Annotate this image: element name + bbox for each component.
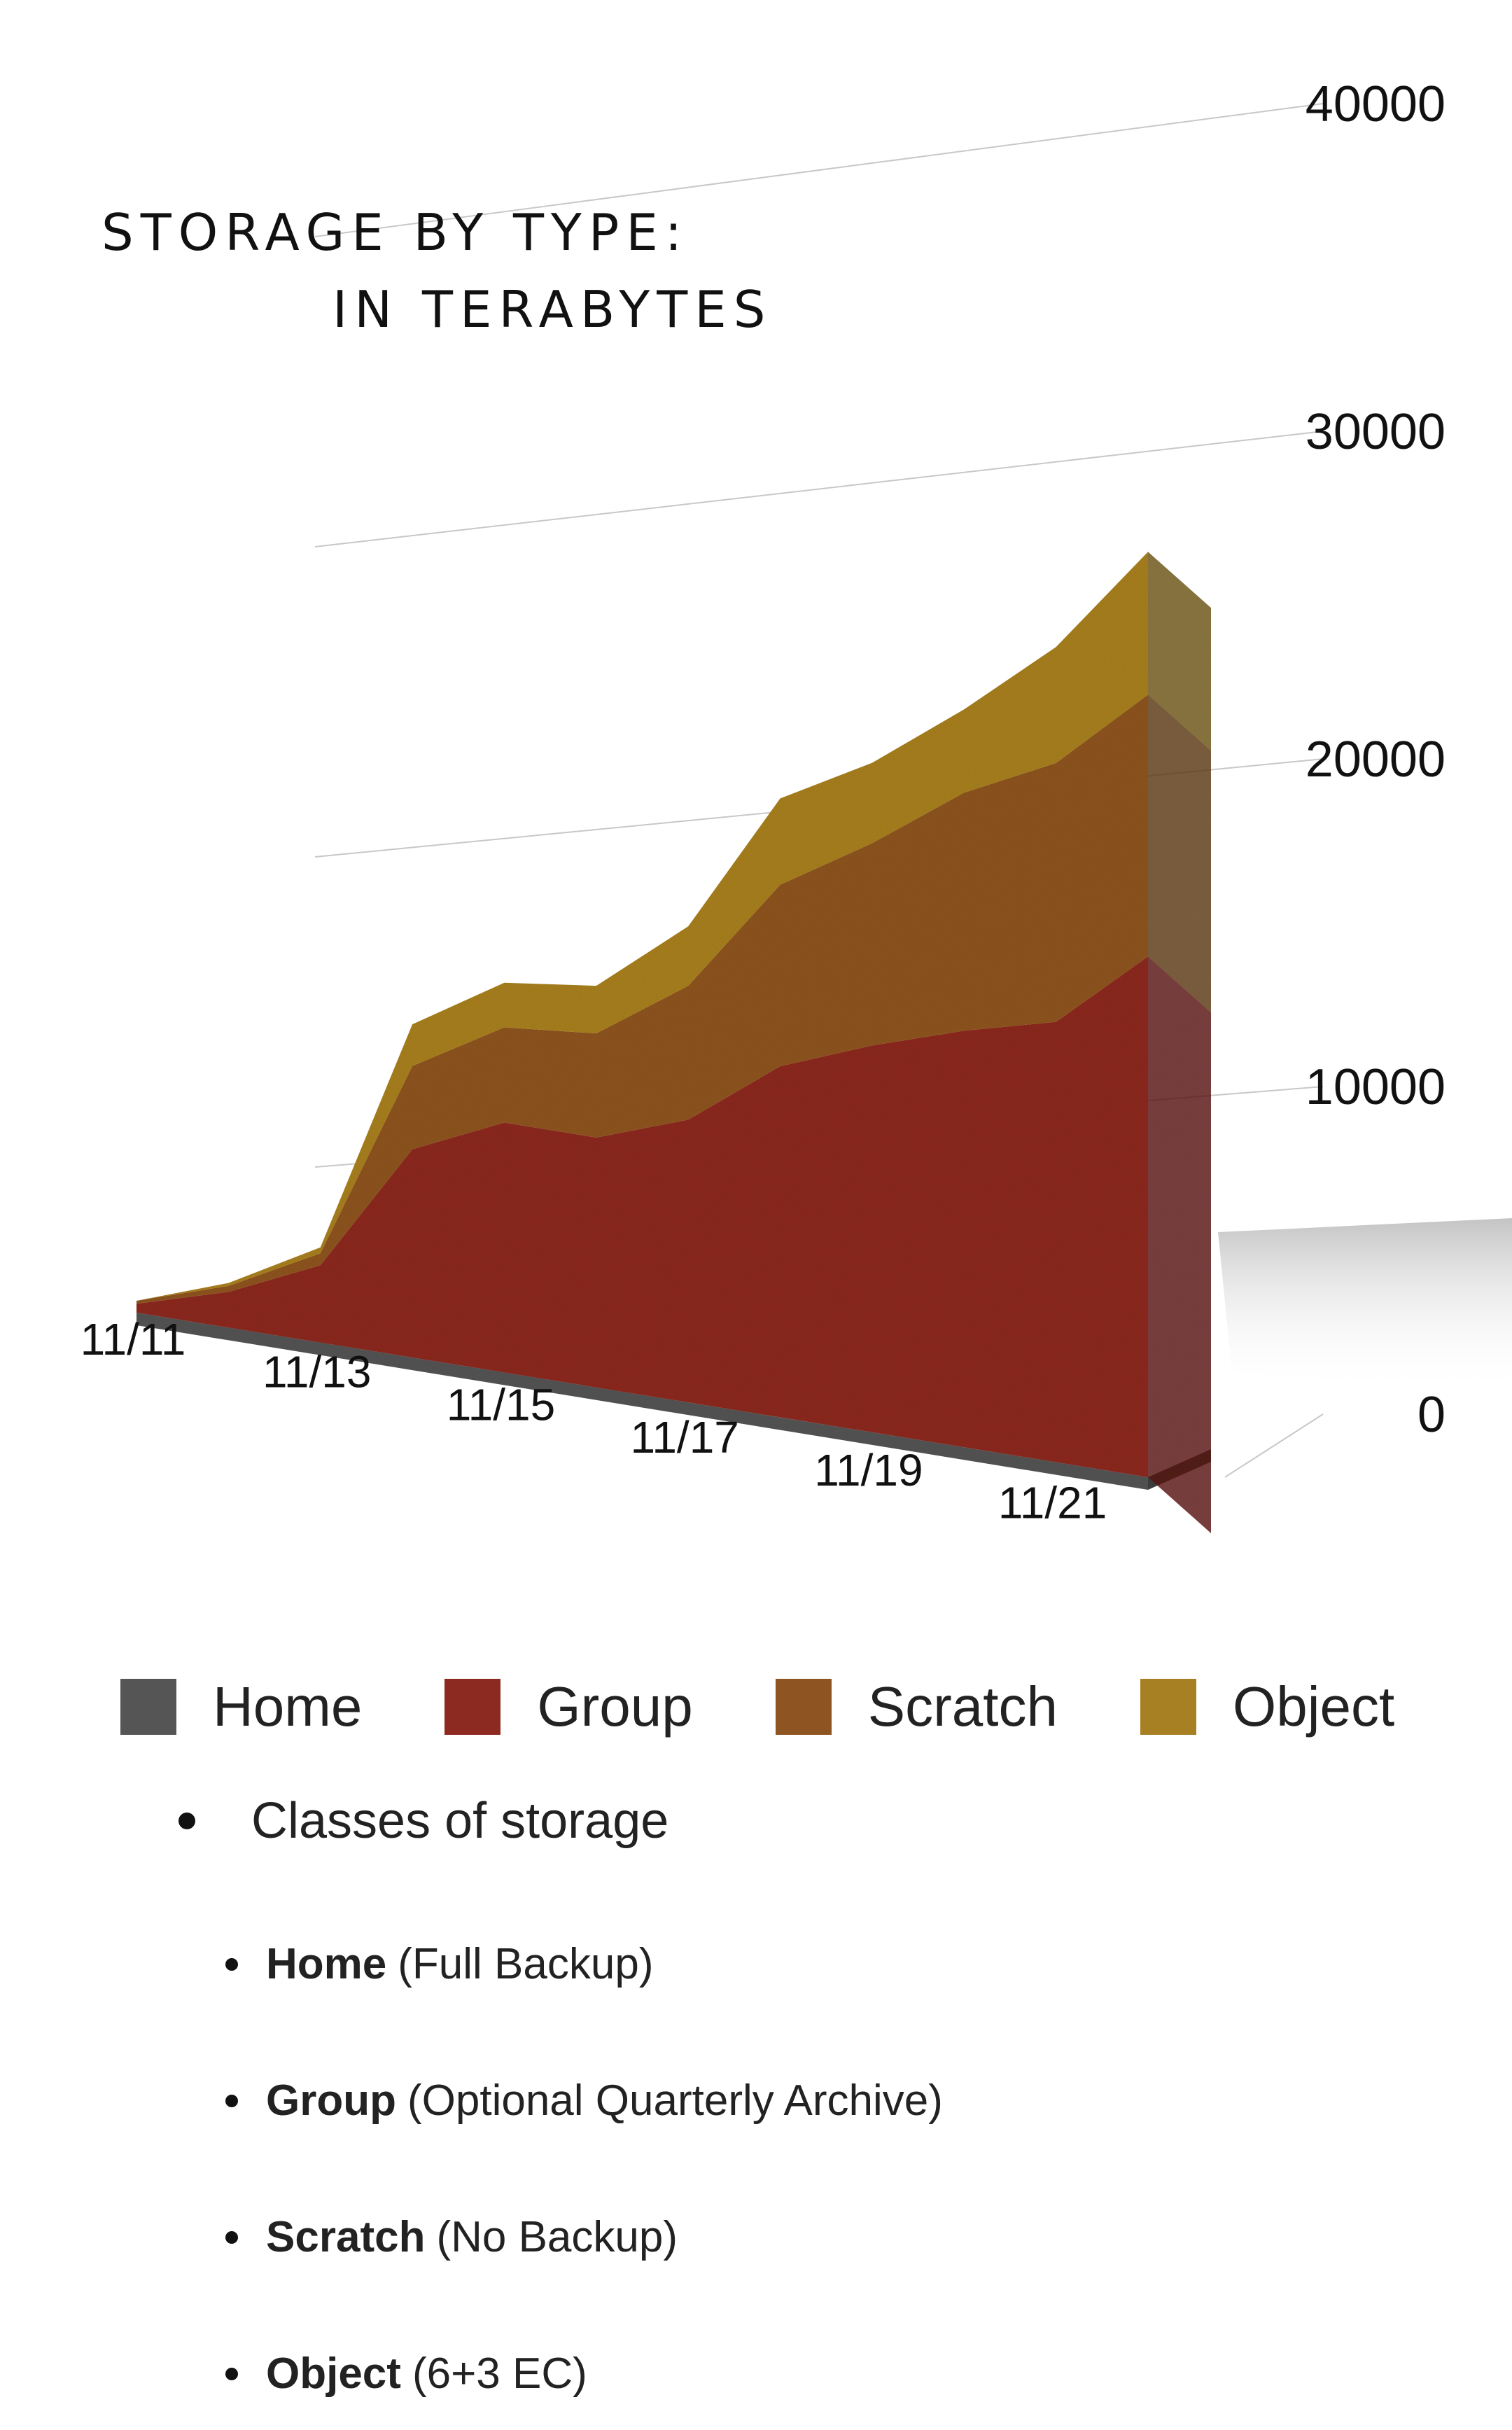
x-tick-label: 11/11 <box>80 1314 186 1364</box>
area-layers <box>136 552 1211 1533</box>
bullet-object: Object (6+3 EC) <box>225 2349 587 2398</box>
y-tick-label: 20000 <box>1306 732 1446 788</box>
x-tick-label: 11/19 <box>814 1445 923 1495</box>
bullet-scratch-desc: (No Backup) <box>436 2213 678 2261</box>
legend-item-scratch: Scratch <box>775 1675 1058 1739</box>
bullet-group: Group (Optional Quarterly Archive) <box>225 2076 943 2125</box>
bullet-dot <box>225 1957 238 1971</box>
y-tick-labels: 0 10000 20000 30000 40000 <box>1306 76 1446 1443</box>
y-tick-label: 0 <box>1418 1387 1446 1443</box>
legend-label-home: Home <box>213 1675 363 1738</box>
x-tick-label: 11/15 <box>447 1379 555 1430</box>
bullet-main-text: Classes of storage <box>251 1793 669 1849</box>
legend-swatch-scratch <box>775 1679 832 1735</box>
x-tick-label: 11/21 <box>998 1478 1107 1528</box>
legend-swatch-home <box>120 1679 176 1735</box>
area-object-side-shade <box>1148 552 1211 751</box>
x-tick-label: 11/13 <box>262 1347 371 1397</box>
y-gridline <box>1224 1413 1324 1478</box>
legend-swatch-group <box>444 1679 501 1735</box>
bullet-home-name: Home <box>266 1940 387 1988</box>
chart-title-line-1: STORAGE BY TYPE: <box>102 203 690 262</box>
legend: Home Group Scratch Object <box>120 1675 1394 1739</box>
legend-swatch-object <box>1140 1679 1196 1735</box>
y-gridline <box>314 431 1324 547</box>
bullet-object-desc: (6+3 EC) <box>412 2349 587 2398</box>
area-group <box>136 956 1148 1477</box>
legend-item-home: Home <box>120 1675 362 1739</box>
bullet-dot <box>225 2230 238 2244</box>
legend-item-group: Group <box>444 1675 693 1739</box>
home-layer-base <box>136 1313 1148 1490</box>
legend-label-scratch: Scratch <box>867 1675 1058 1738</box>
area-scratch-side-shade <box>1148 694 1211 1013</box>
y-gridline <box>314 103 1324 237</box>
bullet-dot <box>225 2367 238 2380</box>
chart-title-line-2: IN TERABYTES <box>332 280 773 339</box>
y-tick-label: 10000 <box>1306 1059 1446 1115</box>
bullet-group-name: Group <box>266 2076 396 2125</box>
x-tick-labels: 11/11 11/13 11/15 11/17 11/19 11/21 <box>80 1314 1107 1528</box>
legend-label-object: Object <box>1232 1675 1395 1738</box>
legend-label-group: Group <box>537 1675 693 1738</box>
bullet-dot <box>225 2094 238 2107</box>
bullet-scratch-name: Scratch <box>266 2213 426 2261</box>
legend-item-object: Object <box>1140 1675 1394 1739</box>
y-tick-label: 30000 <box>1306 404 1446 460</box>
x-tick-label: 11/17 <box>630 1412 738 1462</box>
chart-shadow <box>1218 1218 1512 1393</box>
bullet-main: Classes of storage <box>178 1792 668 1850</box>
bullet-list: Classes of storage <box>178 1792 668 1850</box>
bullet-dot <box>178 1813 195 1829</box>
bullet-home-desc: (Full Backup) <box>398 1940 654 1988</box>
bullet-home: Home (Full Backup) <box>225 1939 653 1989</box>
area-scratch <box>136 694 1148 1304</box>
bullet-group-desc: (Optional Quarterly Archive) <box>407 2076 943 2125</box>
area-group-side-shade <box>1148 956 1211 1533</box>
bullet-scratch: Scratch (No Backup) <box>225 2212 678 2262</box>
bullet-object-name: Object <box>266 2349 401 2398</box>
y-tick-label: 40000 <box>1306 76 1446 132</box>
